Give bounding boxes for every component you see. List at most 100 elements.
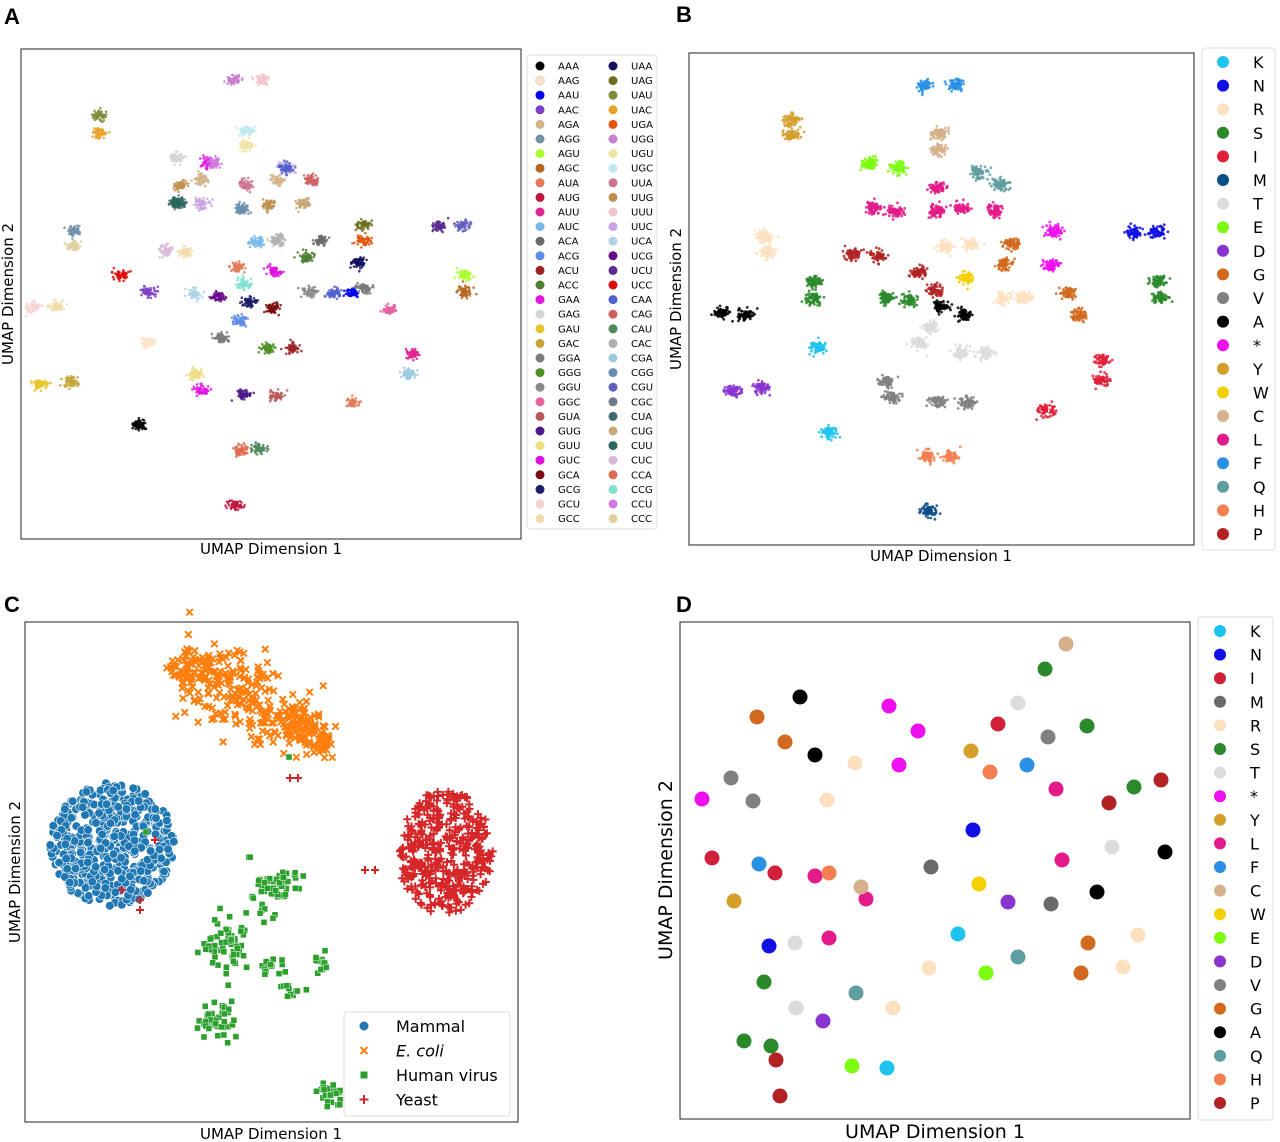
- legend-a-item-uaa: UAA: [608, 61, 652, 73]
- legend-c-label: Yeast: [395, 1091, 438, 1110]
- legend-d-item-v: V: [1214, 976, 1261, 995]
- legend-a-label: AGA: [558, 120, 579, 131]
- legend-a-label: GUC: [558, 456, 580, 467]
- cluster-b-r: [932, 237, 956, 258]
- legend-a-label: GGU: [558, 383, 581, 394]
- point-d-y: [963, 743, 979, 759]
- legend-a-label: CCA: [631, 470, 652, 481]
- cluster-b-e: [886, 159, 910, 178]
- legend-d-label: A: [1250, 1023, 1261, 1042]
- y-axis-label-c: UMAP Dimension 2: [6, 801, 24, 943]
- legend-a-item-cag: CAG: [608, 309, 652, 321]
- legend-a-label: UAG: [631, 76, 653, 87]
- legend-b-label: *: [1253, 336, 1261, 355]
- cluster-a-cgg: [234, 200, 253, 216]
- cluster-b-d: [722, 384, 744, 399]
- legend-a-item-ugu: UGU: [608, 149, 653, 160]
- cluster-b-t: [948, 343, 972, 362]
- panel-label-b: B: [676, 2, 692, 27]
- point-d-p: [772, 1088, 788, 1104]
- point-d-g: [777, 734, 793, 750]
- legend-d-label: V: [1250, 976, 1261, 995]
- point-d-s: [736, 1033, 752, 1049]
- point-d-q: [848, 985, 864, 1001]
- legend-b-item-i: I: [1217, 147, 1258, 166]
- point-d-stop: [910, 723, 926, 739]
- cluster-b-g: [999, 237, 1021, 253]
- legend-a-item-cgu: CGU: [608, 382, 653, 394]
- legend-d-label: K: [1250, 622, 1261, 641]
- cluster-b-v: [880, 390, 904, 405]
- legend-d-label: Q: [1250, 1047, 1263, 1066]
- cluster-a-auc: [246, 234, 266, 249]
- cluster-b-l: [986, 200, 1004, 220]
- legend-a-item-gcc: GCC: [535, 514, 580, 525]
- point-d-s: [756, 974, 772, 990]
- legend-c-label: E. coli: [396, 1042, 444, 1061]
- cluster-a-ggg: [257, 341, 277, 355]
- legend-b-item-stop: *: [1217, 336, 1261, 355]
- legend-d-label: W: [1250, 905, 1266, 924]
- cluster-a-uag: [354, 217, 374, 232]
- cluster-a-cau: [249, 441, 270, 456]
- legend-a-label: CAU: [631, 324, 652, 335]
- legend-a-label: CUC: [631, 456, 652, 467]
- cluster-b-s: [1150, 290, 1174, 305]
- legend-a-item-guc: GUC: [535, 455, 580, 467]
- legend-a-item-uau: UAU: [608, 90, 652, 102]
- legend-a-item-gag: GAG: [535, 309, 580, 321]
- legend-d-label: I: [1250, 669, 1255, 688]
- point-d-i: [704, 850, 720, 866]
- legend-b-label: K: [1253, 53, 1264, 72]
- legend-a-label: CCG: [631, 485, 653, 496]
- legend-a-item-aaa: AAA: [535, 61, 579, 73]
- legend-a-label: AAG: [558, 76, 580, 87]
- cluster-b-f: [943, 77, 965, 93]
- legend-b-item-g: G: [1217, 265, 1265, 284]
- y-axis-label-a: UMAP Dimension 2: [0, 223, 17, 365]
- scatter-layer-c: [45, 608, 497, 1110]
- legend-b-item-w: W: [1217, 383, 1269, 402]
- cluster-b-a: [932, 299, 954, 316]
- legend-b-item-k: K: [1217, 53, 1264, 72]
- legend-a-label: ACC: [558, 281, 579, 292]
- legend-a-item-uug: UUG: [608, 192, 653, 204]
- cluster-a-aug: [224, 499, 246, 512]
- cluster-b-s: [895, 290, 920, 309]
- cluster-b-e: [859, 154, 879, 172]
- legend-a-item-cga: CGA: [608, 353, 653, 365]
- legend-a-label: GAU: [558, 324, 580, 335]
- legend-d-item-c: C: [1214, 882, 1261, 901]
- legend-a-item-ggu: GGU: [535, 382, 581, 394]
- cluster-a-uca: [183, 286, 206, 303]
- point-d-r: [847, 755, 863, 771]
- legend-a-label: ACU: [558, 266, 579, 277]
- legend-a-item-cuc: CUC: [608, 455, 652, 467]
- legend-b-item-f: F: [1217, 454, 1262, 473]
- point-d-a: [1157, 844, 1173, 860]
- point-d-a: [807, 747, 823, 763]
- legend-b-item-m: M: [1217, 171, 1267, 190]
- legend-a-label: CUU: [631, 441, 653, 452]
- legend-a-label: GGA: [558, 354, 580, 365]
- legend-a-item-aag: AAG: [535, 75, 580, 87]
- legend-a-item-ccc: CCC: [608, 514, 652, 525]
- legend-a-label: CGA: [631, 354, 653, 365]
- legend-a-label: AAC: [558, 105, 579, 116]
- legend-a-label: GAC: [558, 339, 579, 350]
- point-d-k: [879, 1060, 895, 1076]
- cluster-a-caa: [277, 159, 297, 177]
- legend-c: Mammal E. coli Human virus Yeast: [359, 1017, 498, 1110]
- legend-b-label: H: [1253, 501, 1265, 520]
- legend-a-item-acc: ACC: [535, 280, 579, 292]
- legend-a-label: UAA: [631, 62, 652, 73]
- legend-d-label: P: [1250, 1094, 1260, 1113]
- cluster-b-v: [925, 395, 949, 409]
- cluster-a-aua: [345, 394, 363, 408]
- point-d-r: [885, 1000, 901, 1016]
- point-d-r: [1130, 927, 1146, 943]
- cluster-a-guu: [185, 365, 205, 382]
- cluster-b-y: [781, 111, 804, 133]
- cluster-a-acg: [230, 312, 249, 328]
- legend-a-item-ugg: UGG: [608, 134, 654, 146]
